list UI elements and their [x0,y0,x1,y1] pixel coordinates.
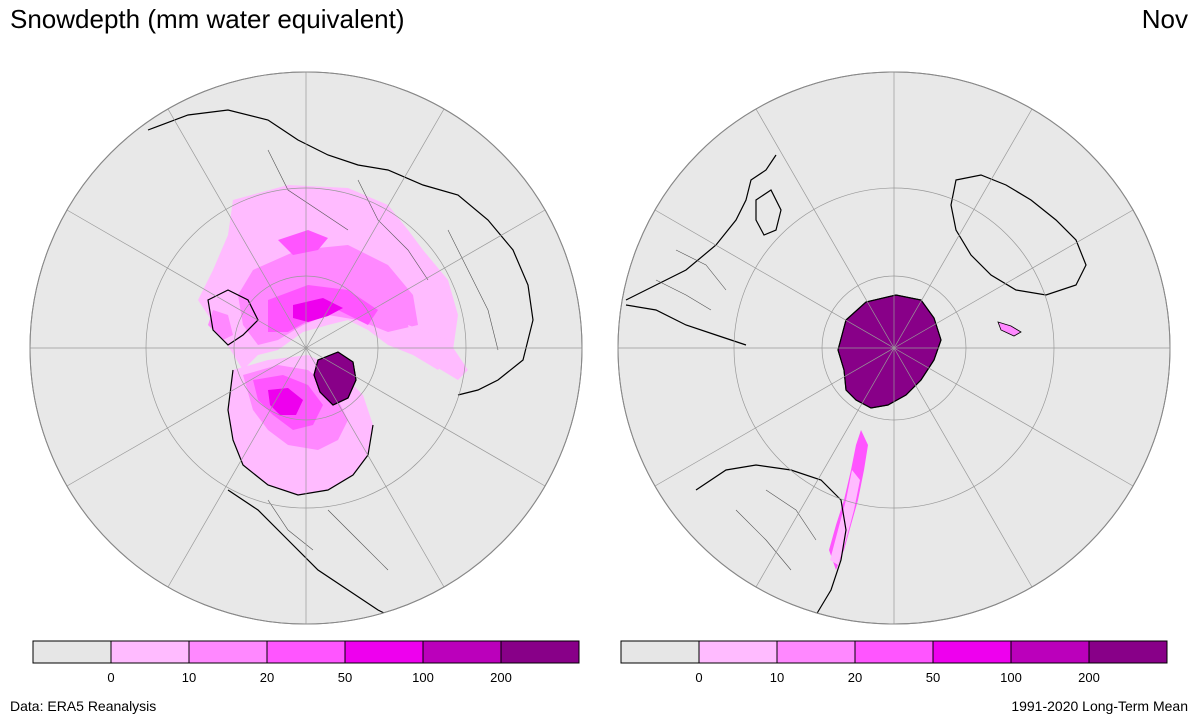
colorbar-bin [1088,640,1168,664]
period-label: 1991-2020 Long-Term Mean [1011,698,1188,714]
country-borders [267,149,499,571]
colorbar-bin [344,640,424,664]
coastlines [147,109,534,624]
colorbar-tick-label: 100 [1000,670,1022,685]
colorbar-bin [932,640,1012,664]
colorbar-right [620,640,1168,664]
colorbar-tick-label: 0 [695,670,703,685]
colorbar-bin [776,640,856,664]
colorbar-tick-label: 50 [925,670,941,685]
southern-hemisphere-map [617,71,1171,625]
colorbar-tick-label: 200 [1078,670,1100,685]
month-label: Nov [1141,4,1188,34]
colorbar-bin [620,640,700,664]
coastlines [625,154,1087,616]
colorbar-bin [266,640,346,664]
colorbar-bin [500,640,580,664]
colorbar-tick-label: 50 [337,670,353,685]
colorbar-tick-label: 20 [847,670,863,685]
data-source-label: Data: ERA5 Reanalysis [10,698,157,714]
colorbar-bin [32,640,112,664]
colorbar-bin [422,640,502,664]
colorbar-tick-label: 0 [107,670,115,685]
colorbar-left [32,640,580,664]
snow-cover-andes [829,430,868,570]
colorbar-tick-label: 200 [490,670,512,685]
graticule [618,72,1170,624]
colorbar-tick-label: 20 [259,670,275,685]
colorbar-tick-label: 10 [181,670,197,685]
snow-cover-eurasia [198,185,468,380]
colorbar-bin [698,640,778,664]
snow-cover-new-zealand [997,321,1022,337]
country-borders [655,249,817,571]
colorbar-tick-label: 100 [412,670,434,685]
graticule [30,72,582,624]
northern-hemisphere-map [29,71,583,625]
chart-title: Snowdepth (mm water equivalent) [10,4,405,34]
colorbar-bin [854,640,934,664]
colorbar-bin [110,640,190,664]
colorbar-bin [188,640,268,664]
colorbar-tick-label: 10 [769,670,785,685]
colorbar-bin [1010,640,1090,664]
